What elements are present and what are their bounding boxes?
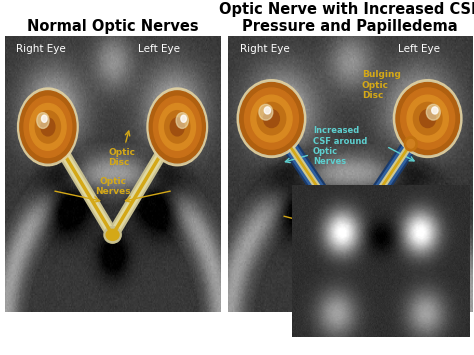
Circle shape bbox=[264, 110, 279, 127]
Ellipse shape bbox=[106, 229, 119, 240]
Circle shape bbox=[264, 107, 271, 114]
Circle shape bbox=[35, 111, 61, 143]
Text: Left Eye: Left Eye bbox=[398, 44, 440, 54]
Circle shape bbox=[20, 91, 76, 163]
Text: Right Eye: Right Eye bbox=[240, 44, 290, 54]
Circle shape bbox=[37, 113, 49, 129]
Circle shape bbox=[170, 118, 184, 136]
Title: Optic Nerve with Increased CSF
Pressure and Papilledema: Optic Nerve with Increased CSF Pressure … bbox=[219, 2, 474, 34]
Circle shape bbox=[432, 107, 438, 114]
Circle shape bbox=[240, 83, 303, 154]
Circle shape bbox=[147, 88, 208, 166]
Text: Optic
Disc: Optic Disc bbox=[108, 131, 135, 167]
Circle shape bbox=[396, 83, 459, 154]
Circle shape bbox=[407, 95, 448, 142]
Text: Bulging
Optic
Disc: Bulging Optic Disc bbox=[362, 70, 415, 113]
Circle shape bbox=[42, 115, 47, 122]
Circle shape bbox=[426, 104, 440, 120]
Ellipse shape bbox=[340, 226, 359, 243]
Circle shape bbox=[404, 137, 417, 151]
Text: Increased
CSF around
Optic
Nerves: Increased CSF around Optic Nerves bbox=[285, 126, 367, 166]
Circle shape bbox=[149, 91, 205, 163]
Circle shape bbox=[393, 80, 462, 158]
Circle shape bbox=[251, 95, 292, 142]
Ellipse shape bbox=[104, 226, 121, 243]
Text: Right Eye: Right Eye bbox=[16, 44, 65, 54]
Circle shape bbox=[176, 113, 188, 129]
Circle shape bbox=[237, 80, 306, 158]
Text: Optic
Nerves: Optic Nerves bbox=[95, 177, 130, 196]
Circle shape bbox=[420, 110, 436, 127]
Circle shape bbox=[401, 88, 455, 149]
Circle shape bbox=[413, 102, 442, 135]
Circle shape bbox=[257, 102, 286, 135]
Circle shape bbox=[259, 104, 273, 120]
Circle shape bbox=[407, 140, 415, 148]
Circle shape bbox=[164, 111, 190, 143]
Circle shape bbox=[24, 96, 72, 158]
Ellipse shape bbox=[342, 229, 357, 240]
Title: Normal Optic Nerves: Normal Optic Nerves bbox=[27, 19, 199, 34]
Circle shape bbox=[181, 115, 186, 122]
Text: Left Eye: Left Eye bbox=[138, 44, 181, 54]
Circle shape bbox=[159, 103, 195, 150]
Circle shape bbox=[18, 88, 78, 166]
Circle shape bbox=[245, 88, 299, 149]
Circle shape bbox=[41, 118, 55, 136]
Text: Optic
Nerves: Optic Nerves bbox=[332, 204, 367, 224]
Circle shape bbox=[154, 96, 201, 158]
Circle shape bbox=[30, 103, 66, 150]
